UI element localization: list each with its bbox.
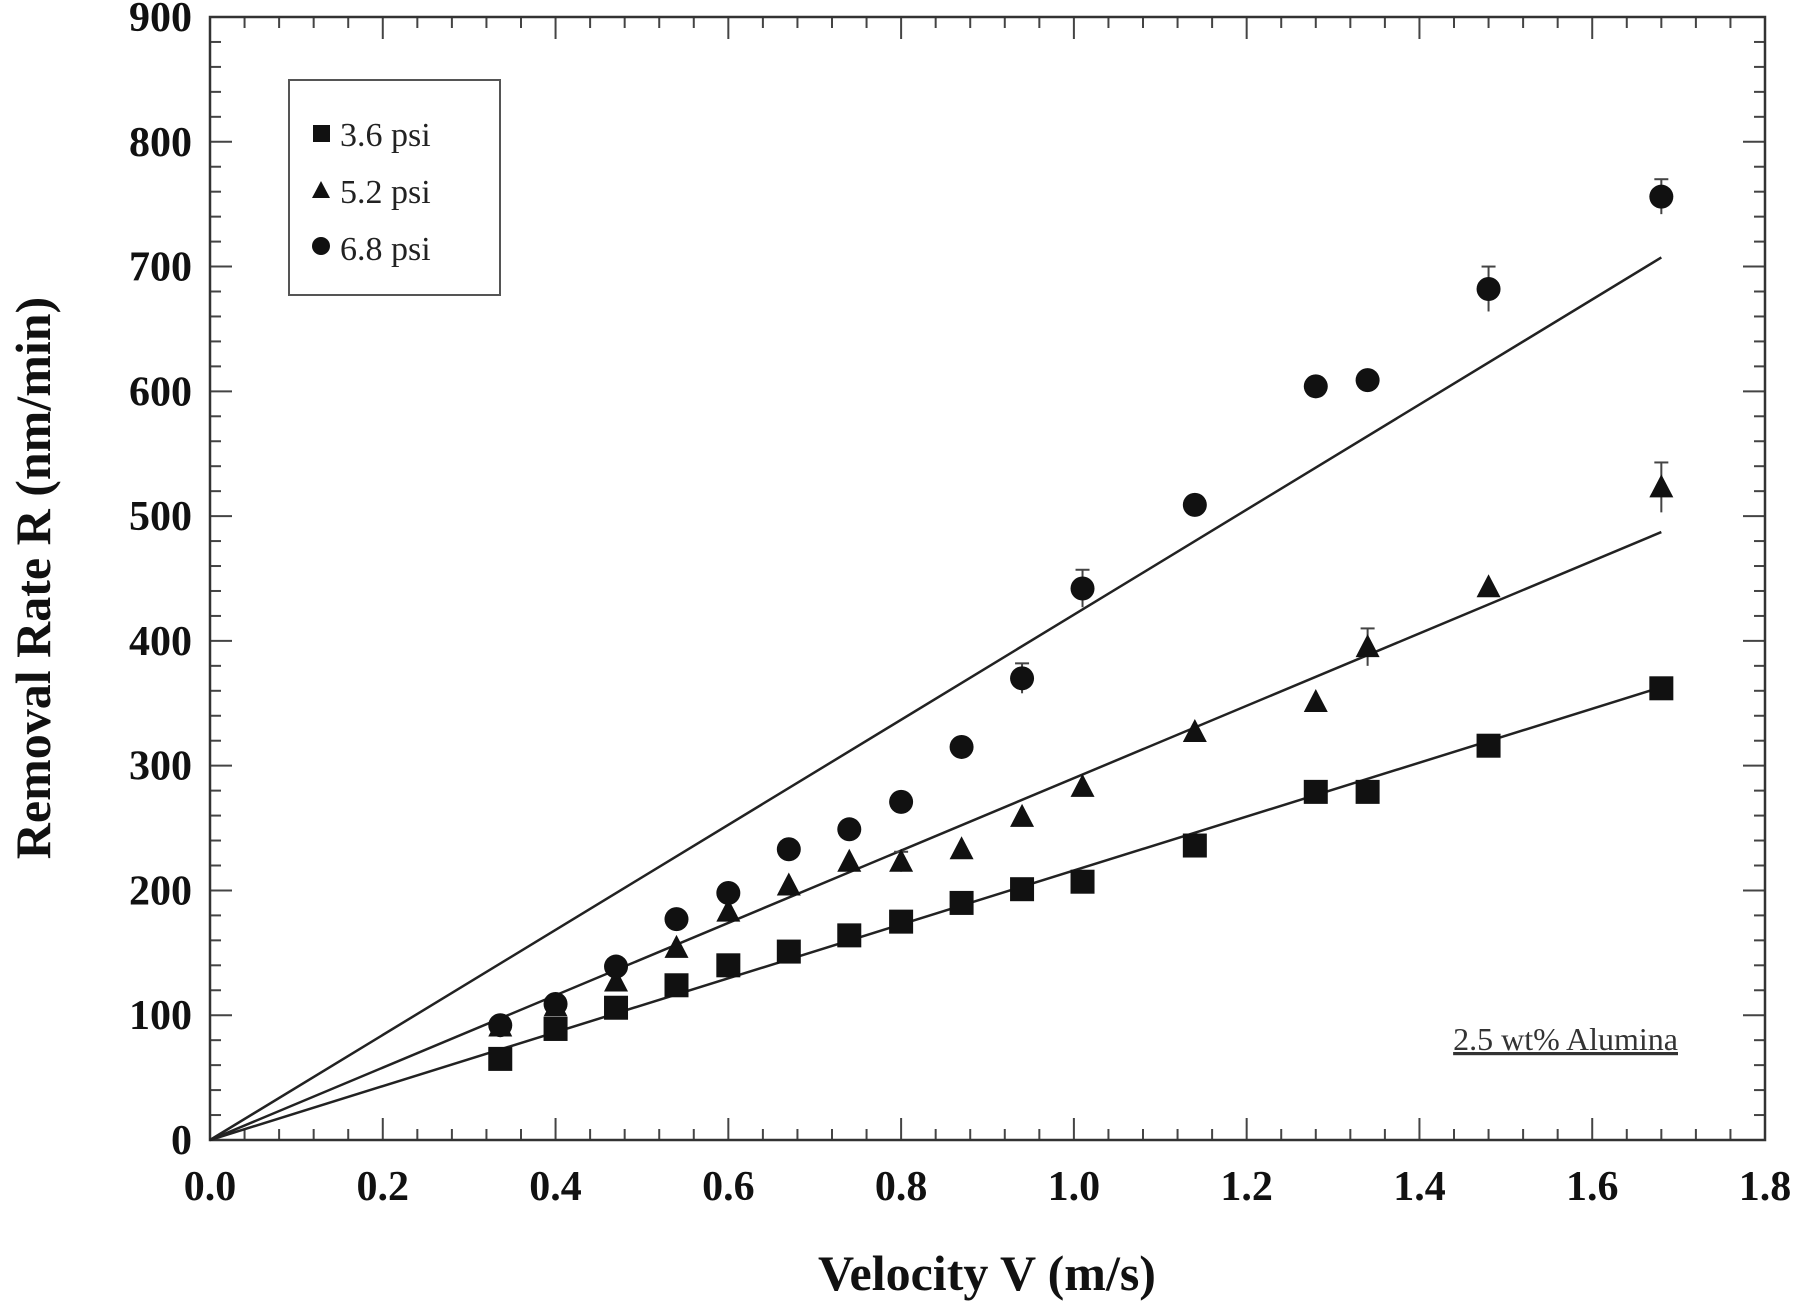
point-square [1649, 676, 1674, 701]
y-tick-label: 200 [129, 868, 192, 914]
point-triangle [1182, 718, 1207, 742]
legend-label-5-2: 5.2 psi [340, 174, 431, 211]
x-tick-label: 0.0 [184, 1164, 237, 1210]
point-circle [1303, 374, 1328, 399]
legend-square-icon [313, 125, 330, 142]
y-tick-label: 400 [129, 619, 192, 665]
x-tick-label: 1.4 [1393, 1164, 1446, 1210]
point-square [664, 973, 689, 998]
point-square [604, 995, 629, 1020]
x-tick-label: 0.6 [702, 1164, 755, 1210]
minor-ticks [209, 16, 1766, 1141]
y-axis-title: Removal Rate R (nm/min) [5, 297, 61, 859]
x-axis-title: Velocity V (m/s) [818, 1245, 1156, 1301]
legend: 3.6 psi 5.2 psi 6.8 psi [288, 79, 501, 296]
data-points [488, 178, 1674, 1071]
x-tick-label: 0.8 [875, 1164, 928, 1210]
annotation-alumina: 2.5 wt% Alumina [1453, 1021, 1678, 1057]
point-square [716, 953, 741, 978]
point-triangle [776, 872, 801, 896]
point-circle [837, 817, 862, 842]
point-square [1303, 779, 1328, 804]
fit-lines [209, 256, 1662, 1142]
point-circle [543, 991, 568, 1016]
x-tick-label: 1.0 [1048, 1164, 1101, 1210]
point-triangle [604, 968, 629, 992]
point-circle [889, 789, 914, 814]
point-circle [664, 907, 689, 932]
legend-circle-icon [312, 237, 330, 255]
point-circle [1070, 576, 1095, 601]
legend-triangle-icon [312, 181, 330, 198]
x-tick-label: 1.8 [1739, 1164, 1792, 1210]
y-tick-label: 0 [171, 1118, 192, 1164]
point-triangle [1649, 474, 1674, 498]
fit-line [209, 530, 1662, 1142]
point-square [1070, 869, 1095, 894]
point-circle [1476, 277, 1501, 302]
legend-label-6-8: 6.8 psi [340, 231, 431, 268]
legend-label-3-6: 3.6 psi [340, 117, 431, 154]
y-tick-label: 100 [129, 993, 192, 1039]
point-square [1476, 733, 1501, 758]
x-tick-label: 0.4 [529, 1164, 582, 1210]
point-triangle [1070, 773, 1095, 797]
point-square [1355, 779, 1380, 804]
point-circle [949, 734, 974, 759]
point-triangle [1303, 689, 1328, 713]
point-circle [776, 837, 801, 862]
point-triangle [716, 898, 741, 922]
point-circle [488, 1013, 513, 1038]
point-triangle [949, 836, 974, 860]
point-square [543, 1016, 568, 1041]
x-tick-labels: 0.0 0.2 0.4 0.6 0.8 1.0 1.2 1.4 1.6 1.8 [184, 1164, 1792, 1210]
point-square [949, 890, 974, 915]
x-tick-label: 1.6 [1566, 1164, 1619, 1210]
point-circle [716, 880, 741, 905]
point-square [776, 939, 801, 964]
point-triangle [1476, 574, 1501, 598]
point-circle [1649, 184, 1674, 209]
y-tick-label: 300 [129, 744, 192, 790]
x-tick-label: 1.2 [1220, 1164, 1273, 1210]
point-square [837, 923, 862, 948]
point-square [1010, 877, 1035, 902]
plot-frame [208, 15, 1767, 1142]
point-triangle [1010, 803, 1035, 827]
point-square [889, 909, 914, 934]
point-circle [1182, 492, 1207, 517]
point-circle [1355, 368, 1380, 393]
point-triangle [1355, 634, 1380, 658]
point-circle [604, 954, 629, 979]
y-tick-label: 500 [129, 494, 192, 540]
point-triangle [664, 934, 689, 958]
y-tick-label: 700 [129, 245, 192, 291]
point-square [488, 1046, 513, 1071]
point-triangle [837, 848, 862, 872]
y-tick-label: 600 [129, 369, 192, 415]
point-circle [1010, 666, 1035, 691]
y-tick-labels: 0 100 200 300 400 500 600 700 800 900 [129, 0, 192, 1164]
x-tick-label: 0.2 [357, 1164, 410, 1210]
point-triangle [889, 848, 914, 872]
point-square [1182, 833, 1207, 858]
y-tick-label: 800 [129, 120, 192, 166]
y-tick-label: 900 [129, 0, 192, 41]
fit-line [209, 686, 1662, 1142]
fit-line [209, 256, 1662, 1142]
